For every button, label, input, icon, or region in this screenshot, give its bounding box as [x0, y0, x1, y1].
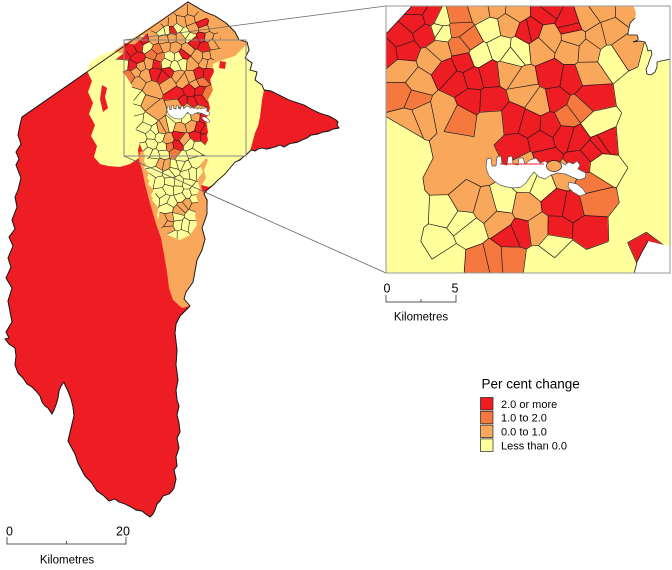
svg-text:Less than 0.0: Less than 0.0: [501, 440, 567, 452]
svg-text:Kilometres: Kilometres: [394, 312, 449, 324]
svg-text:0: 0: [6, 525, 13, 539]
svg-text:0.0 to 1.0: 0.0 to 1.0: [501, 427, 547, 439]
svg-text:2.0 or more: 2.0 or more: [501, 399, 557, 411]
svg-text:0: 0: [384, 282, 391, 296]
svg-text:20: 20: [116, 525, 130, 539]
svg-text:5: 5: [452, 282, 459, 296]
svg-text:1.0 to 2.0: 1.0 to 2.0: [501, 413, 547, 425]
svg-text:Kilometres: Kilometres: [40, 555, 95, 566]
svg-text:Per cent change: Per cent change: [482, 377, 580, 392]
